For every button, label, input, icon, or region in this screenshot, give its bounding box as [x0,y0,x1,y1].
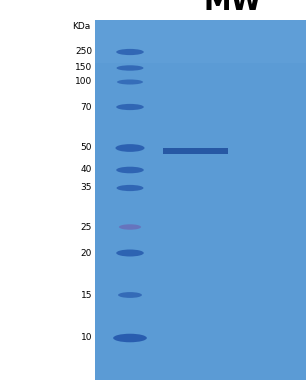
Text: 70: 70 [80,102,92,111]
Ellipse shape [117,65,144,71]
Text: 20: 20 [80,248,92,258]
Ellipse shape [117,185,144,191]
Ellipse shape [119,224,141,230]
Ellipse shape [116,167,144,173]
Ellipse shape [116,249,144,256]
Ellipse shape [113,334,147,342]
Ellipse shape [118,292,142,298]
Text: MW: MW [203,0,262,16]
Text: 150: 150 [75,64,92,73]
Ellipse shape [117,80,143,85]
Ellipse shape [116,49,144,55]
Text: 10: 10 [80,334,92,343]
Ellipse shape [115,144,144,152]
Text: 50: 50 [80,144,92,152]
Bar [95,20,306,380]
Text: KDa: KDa [72,22,90,31]
Bar [162,148,227,154]
Bar [95,20,306,63]
Text: 35: 35 [80,184,92,192]
Text: 40: 40 [80,166,92,175]
Text: 100: 100 [75,78,92,87]
Text: 25: 25 [80,222,92,232]
Text: 250: 250 [75,47,92,57]
Text: 15: 15 [80,291,92,300]
Ellipse shape [116,104,144,110]
